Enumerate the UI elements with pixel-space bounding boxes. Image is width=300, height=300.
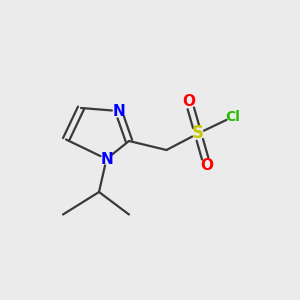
Text: S: S — [192, 124, 204, 142]
Text: N: N — [112, 103, 125, 118]
Text: N: N — [100, 152, 113, 166]
Text: Cl: Cl — [225, 110, 240, 124]
Text: O: O — [200, 158, 214, 172]
Text: O: O — [182, 94, 196, 110]
